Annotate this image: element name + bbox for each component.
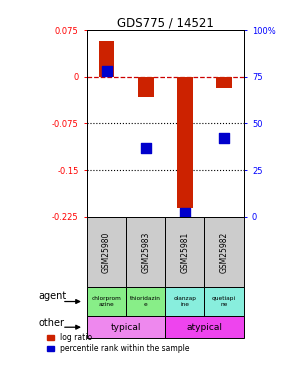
- Text: atypical: atypical: [186, 323, 222, 332]
- Text: quetiapi
ne: quetiapi ne: [212, 296, 236, 307]
- Text: agent: agent: [39, 291, 67, 301]
- Bar: [177, 77, 193, 207]
- Bar: [99, 40, 114, 77]
- Bar: [87, 217, 126, 287]
- Bar: [126, 287, 165, 316]
- Bar: [87, 287, 126, 316]
- Bar: [216, 77, 232, 88]
- Point: [222, 135, 226, 141]
- Legend: log ratio, percentile rank within the sample: log ratio, percentile rank within the sa…: [47, 333, 189, 353]
- Text: GSM25982: GSM25982: [220, 231, 229, 273]
- Text: GSM25980: GSM25980: [102, 231, 111, 273]
- Point: [183, 210, 187, 216]
- Text: GSM25983: GSM25983: [141, 231, 150, 273]
- Bar: [165, 287, 204, 316]
- Bar: [165, 316, 244, 338]
- Text: olanzap
ine: olanzap ine: [173, 296, 196, 307]
- Text: GSM25981: GSM25981: [180, 231, 189, 273]
- Bar: [126, 217, 165, 287]
- Title: GDS775 / 14521: GDS775 / 14521: [117, 17, 214, 30]
- Bar: [165, 217, 204, 287]
- Text: typical: typical: [111, 323, 142, 332]
- Bar: [204, 287, 244, 316]
- Bar: [87, 316, 165, 338]
- Text: chlorprom
azine: chlorprom azine: [92, 296, 122, 307]
- Point: [104, 68, 109, 74]
- Point: [144, 145, 148, 151]
- Text: other: other: [39, 318, 64, 328]
- Text: thioridazin
e: thioridazin e: [130, 296, 161, 307]
- Bar: [204, 217, 244, 287]
- Bar: [138, 77, 154, 97]
